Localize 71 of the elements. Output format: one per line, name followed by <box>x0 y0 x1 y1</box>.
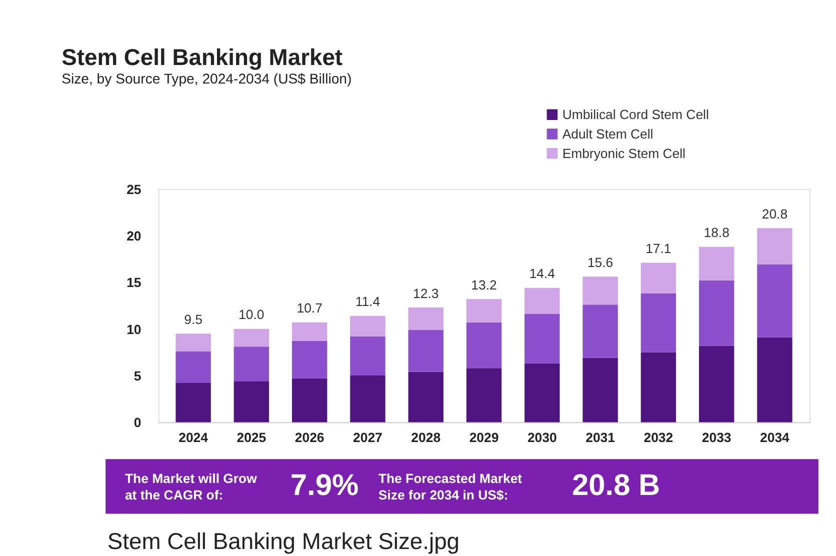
legend-label: Adult Stem Cell <box>562 126 654 142</box>
legend-label: Umbilical Cord Stem Cell <box>562 107 709 122</box>
bar <box>524 288 560 314</box>
text: 20.8 B <box>572 469 660 502</box>
bar <box>698 246 734 280</box>
bar <box>582 276 618 305</box>
text: The Forecasted Market Size for 2034 in US$: <box>378 470 523 503</box>
total-label: 12.3 <box>413 286 439 301</box>
bar <box>524 314 560 364</box>
bar <box>408 307 444 330</box>
legend-label: Embryonic Stem Cell <box>562 146 686 161</box>
total-label: 18.8 <box>704 225 730 240</box>
bar <box>350 376 386 422</box>
x-tick-label: 2028 <box>411 430 441 445</box>
bar <box>640 262 676 294</box>
bar <box>698 346 734 422</box>
y-tick-label: 25 <box>126 182 142 197</box>
bar <box>582 304 618 358</box>
bar <box>292 378 328 422</box>
total-label: 20.8 <box>762 206 788 222</box>
bar <box>582 358 618 422</box>
total-label: 10.0 <box>238 307 264 322</box>
x-tick-label: 2030 <box>527 430 557 445</box>
bar <box>176 334 211 352</box>
text: Stem Cell Banking Market Size.jpg <box>107 528 460 554</box>
text: 7.9% <box>290 469 359 502</box>
x-tick-label: 2029 <box>469 430 499 445</box>
x-tick-label: 2031 <box>586 430 615 445</box>
bar <box>176 351 211 384</box>
bar <box>757 264 792 338</box>
chart-subtitle: Size, by Source Type, 2024-2034 (US$ Billion) <box>62 70 352 86</box>
text: The Market will Grow at the CAGR of: <box>124 470 258 503</box>
bar <box>757 337 792 422</box>
bar <box>698 280 734 346</box>
bar <box>408 330 444 372</box>
bar <box>234 346 270 382</box>
x-tick-label: 2027 <box>353 430 382 445</box>
y-tick-label: 15 <box>126 275 142 290</box>
bar <box>640 293 676 352</box>
x-tick-label: 2024 <box>178 430 209 445</box>
total-label: 10.7 <box>296 300 322 316</box>
y-tick-label: 0 <box>134 415 142 430</box>
y-tick-label: 10 <box>126 322 142 337</box>
total-label: 9.5 <box>184 312 202 327</box>
total-label: 11.4 <box>355 294 380 310</box>
x-tick-label: 2025 <box>236 430 266 445</box>
y-tick-label: 5 <box>134 368 142 384</box>
y-tick-label: 20 <box>126 228 142 244</box>
chart-title: Stem Cell Banking Market <box>62 44 343 70</box>
bar <box>466 299 502 322</box>
x-tick-label: 2033 <box>702 430 732 445</box>
bar <box>234 328 270 347</box>
bar <box>466 368 502 422</box>
bar <box>408 372 444 422</box>
x-tick-label: 2034 <box>760 430 790 445</box>
x-tick-label: 2032 <box>644 430 674 445</box>
total-label: 14.4 <box>529 266 555 282</box>
total-label: 15.6 <box>587 255 614 270</box>
bar <box>350 336 386 376</box>
total-label: 17.1 <box>646 241 672 256</box>
bar <box>640 352 676 422</box>
bar <box>757 228 792 265</box>
bar <box>292 341 328 378</box>
total-label: 13.2 <box>471 277 497 292</box>
bar <box>176 383 211 422</box>
bar <box>292 322 328 342</box>
bar <box>524 363 560 422</box>
bar <box>466 322 502 368</box>
bar <box>234 381 270 422</box>
x-tick-label: 2026 <box>294 430 324 445</box>
bar <box>350 316 386 336</box>
